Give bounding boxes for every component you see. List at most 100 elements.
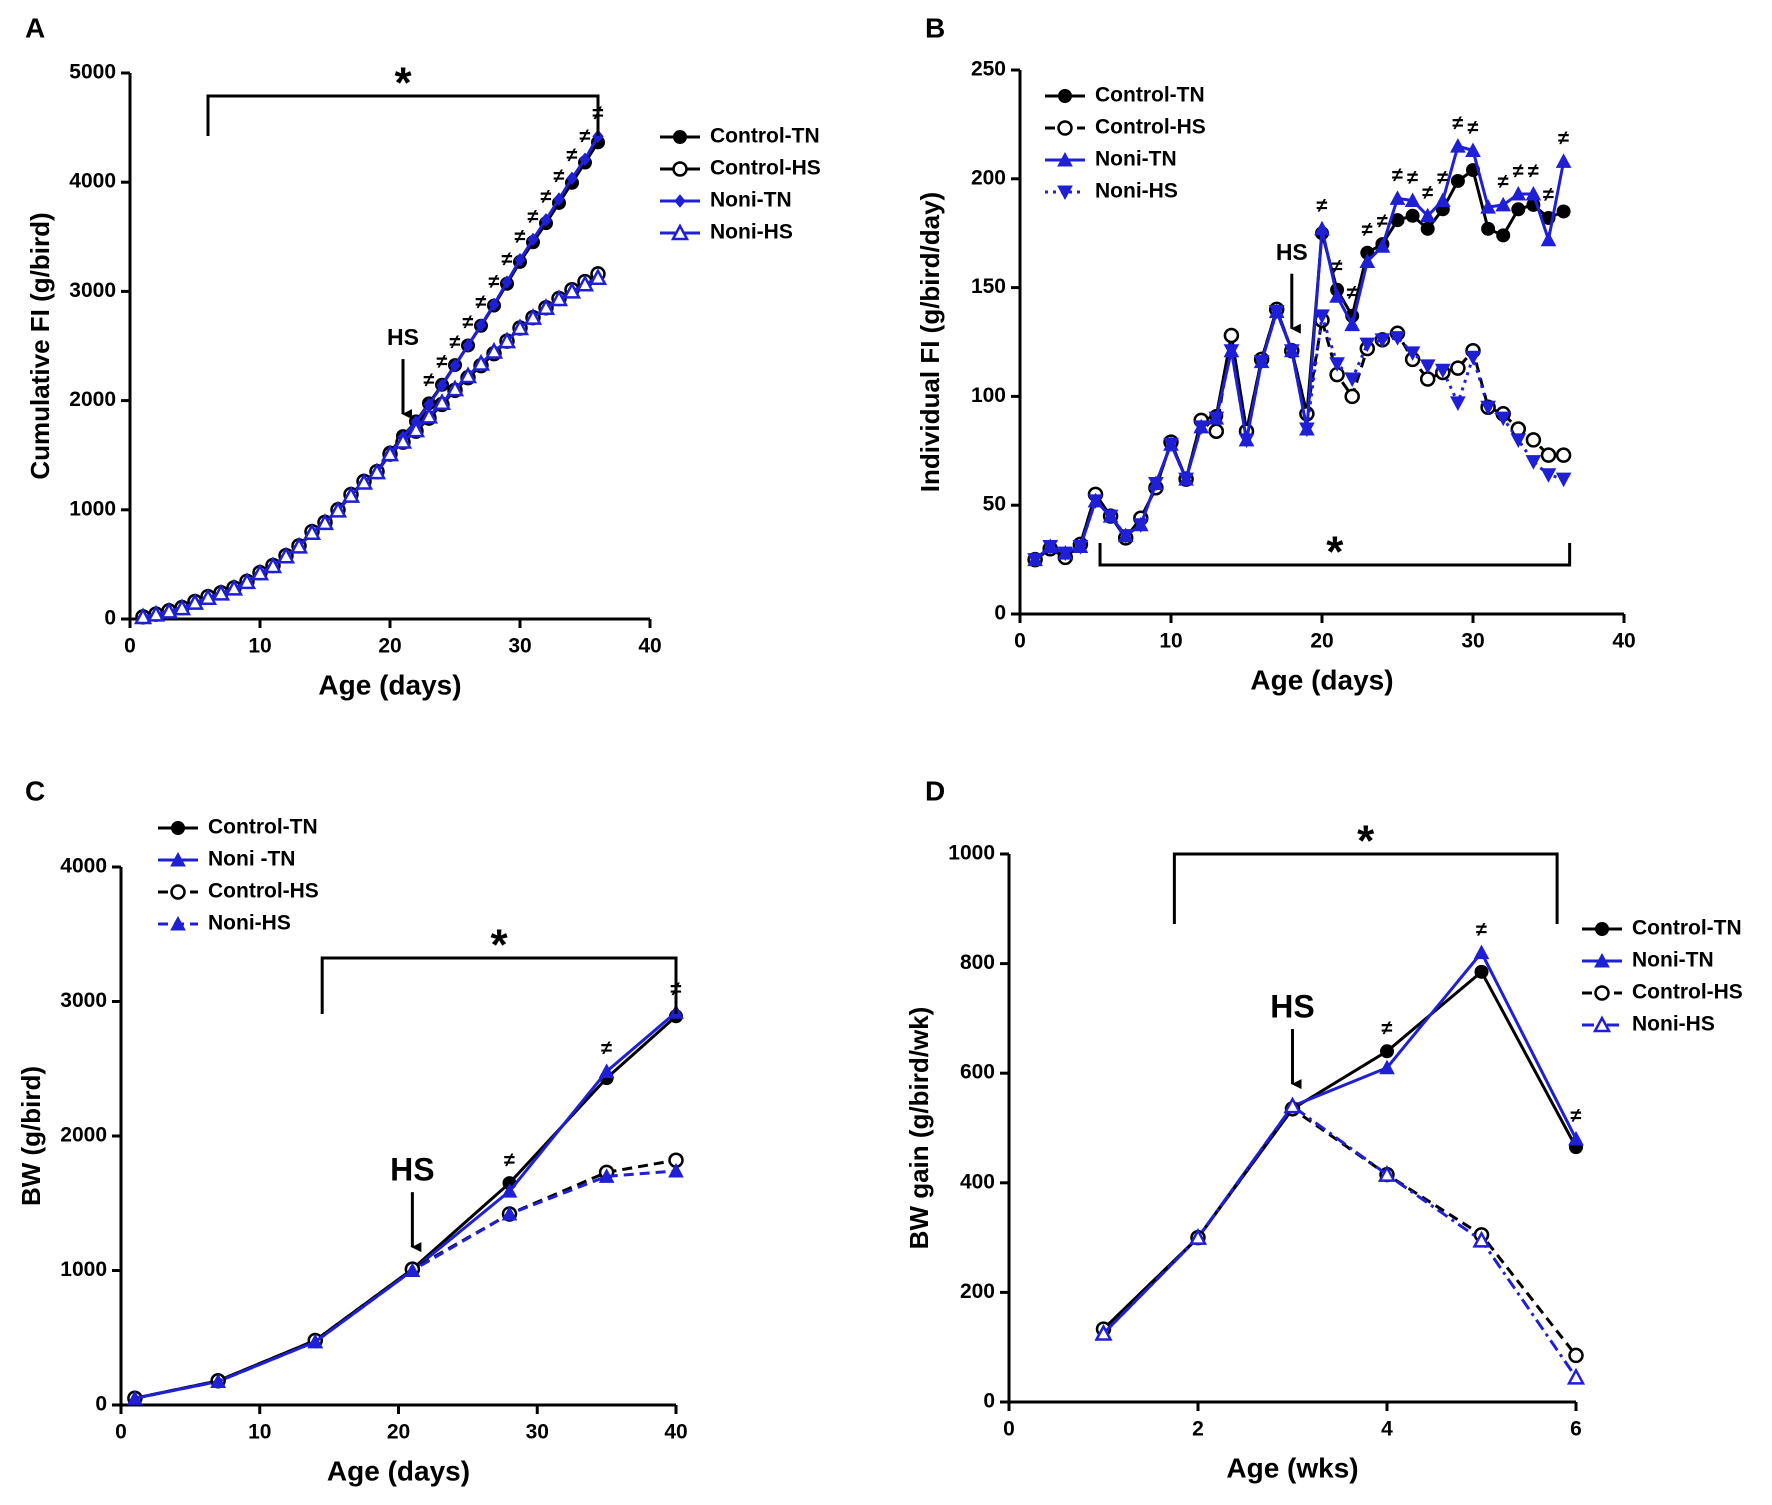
y-tick-label: 0 <box>95 1393 107 1416</box>
marker <box>1283 344 1300 359</box>
difference-mark: ≠ <box>1528 160 1539 182</box>
difference-mark: ≠ <box>1407 167 1418 189</box>
difference-mark: ≠ <box>1317 195 1328 217</box>
marker <box>540 213 552 227</box>
marker <box>598 1063 615 1078</box>
bracket <box>1172 852 1559 924</box>
marker <box>133 607 153 625</box>
marker <box>1314 309 1330 324</box>
y-tick-label: 2000 <box>69 388 116 411</box>
series-line <box>142 272 599 619</box>
hs-label: HS <box>387 324 419 350</box>
marker <box>592 129 604 144</box>
difference-mark: ≠ <box>528 206 539 228</box>
y-tick-label: 50 <box>983 493 1006 516</box>
marker <box>354 472 374 490</box>
x-tick-label: 0 <box>115 1421 127 1444</box>
marker <box>1540 231 1557 247</box>
marker <box>289 536 309 554</box>
bracket-label: * <box>491 921 509 970</box>
marker <box>1223 344 1240 359</box>
marker <box>1480 199 1496 214</box>
marker <box>198 588 218 605</box>
marker <box>436 378 448 393</box>
legend-marker <box>1594 985 1610 1001</box>
marker <box>406 420 426 438</box>
difference-mark: ≠ <box>601 1038 612 1060</box>
marker <box>1495 411 1512 427</box>
y-axis-title: Cumulative FI (g/bird) <box>25 212 55 479</box>
legend-label: Control-HS <box>1095 116 1206 139</box>
marker <box>497 331 517 349</box>
marker <box>1094 1323 1113 1341</box>
marker <box>1344 388 1360 405</box>
marker <box>1344 372 1361 388</box>
difference-mark: ≠ <box>476 292 487 314</box>
marker <box>523 307 543 325</box>
panel-label: A <box>25 12 45 43</box>
difference-mark: ≠ <box>1498 171 1509 193</box>
marker <box>1510 433 1527 448</box>
marker <box>250 563 270 581</box>
legend-label: Control-TN <box>208 816 318 839</box>
marker <box>172 598 192 616</box>
marker <box>549 289 569 307</box>
marker <box>224 578 244 596</box>
marker <box>1299 422 1315 438</box>
marker <box>419 406 439 424</box>
marker <box>127 1390 143 1405</box>
marker <box>1374 238 1391 253</box>
legend-marker <box>171 821 185 835</box>
x-tick-label: 30 <box>508 635 531 658</box>
marker <box>1404 346 1421 361</box>
y-tick-label: 200 <box>960 1280 995 1303</box>
legend-label: Control-TN <box>1632 917 1742 940</box>
difference-mark: ≠ <box>1513 160 1524 182</box>
marker <box>484 341 504 359</box>
marker <box>1481 221 1496 236</box>
marker <box>475 318 487 333</box>
legend-marker <box>674 194 686 208</box>
difference-mark: ≠ <box>1392 165 1403 187</box>
bracket <box>206 94 600 136</box>
marker <box>1377 1164 1397 1182</box>
marker <box>1525 432 1542 448</box>
legend-label: Control-TN <box>1095 84 1205 107</box>
difference-mark: ≠ <box>1452 112 1463 134</box>
marker <box>562 281 582 299</box>
x-tick-label: 20 <box>378 635 401 658</box>
x-tick-label: 20 <box>1310 630 1333 653</box>
legend-label: Control-HS <box>1632 981 1743 1004</box>
y-tick-label: 600 <box>960 1061 995 1084</box>
marker <box>445 379 465 397</box>
marker <box>588 268 608 285</box>
marker <box>1344 316 1361 332</box>
difference-mark: ≠ <box>1571 1105 1582 1127</box>
bracket-label: * <box>1326 528 1344 577</box>
bracket-label: * <box>1357 817 1375 866</box>
x-tick-label: 6 <box>1570 1418 1582 1441</box>
marker <box>1359 337 1376 353</box>
marker <box>1465 350 1481 366</box>
difference-mark: ≠ <box>1422 182 1433 204</box>
x-tick-label: 40 <box>638 635 661 658</box>
marker <box>598 1168 615 1183</box>
hs-label: HS <box>390 1152 434 1188</box>
marker <box>1450 360 1466 376</box>
legend-marker <box>672 161 688 177</box>
y-axis-title: BW gain (g/bird/wk) <box>904 1007 934 1250</box>
legend-marker <box>170 851 186 867</box>
marker <box>1268 305 1285 320</box>
marker <box>1042 540 1059 555</box>
marker <box>1419 207 1436 223</box>
difference-mark: ≠ <box>1437 167 1448 189</box>
x-tick-label: 10 <box>248 1421 271 1444</box>
marker <box>1178 472 1194 488</box>
legend-label: Noni-TN <box>1632 949 1714 972</box>
legend-label: Noni -TN <box>208 848 295 871</box>
marker <box>1057 546 1074 562</box>
marker <box>1223 327 1240 344</box>
marker <box>458 366 478 384</box>
bracket-label: * <box>394 59 412 108</box>
marker <box>1405 208 1420 223</box>
